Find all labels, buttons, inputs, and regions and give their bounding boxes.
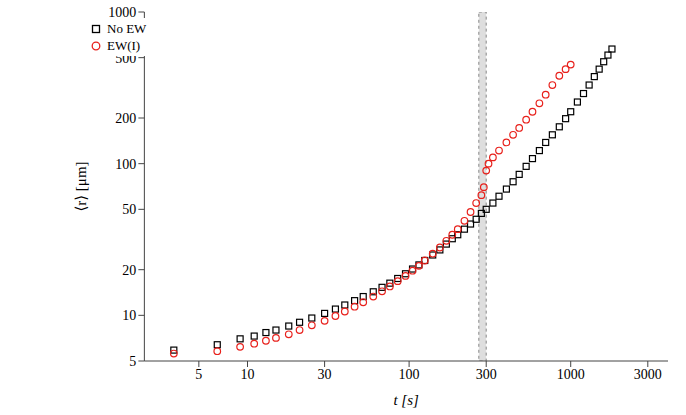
html-text:EW(I): EW(I)	[107, 38, 141, 53]
svg-text:20: 20	[122, 263, 136, 278]
svg-text:1000: 1000	[108, 5, 136, 20]
svg-text:200: 200	[115, 111, 136, 126]
svg-text:100: 100	[115, 157, 136, 172]
svg-text:100: 100	[399, 367, 420, 382]
svg-text:50: 50	[122, 202, 136, 217]
svg-text:30: 30	[318, 367, 332, 382]
svg-text:5: 5	[195, 367, 202, 382]
svg-text:5: 5	[129, 354, 136, 369]
svg-text:10: 10	[241, 367, 255, 382]
svg-text:10: 10	[122, 308, 136, 323]
html-text:No EW: No EW	[107, 21, 147, 36]
svg-text:⟨r⟩ [μm]: ⟨r⟩ [μm]	[73, 161, 89, 211]
svg-text:t [s]: t [s]	[393, 392, 419, 408]
svg-text:3000: 3000	[634, 367, 662, 382]
svg-text:300: 300	[476, 367, 497, 382]
svg-text:1000: 1000	[557, 367, 585, 382]
svg-text:500: 500	[115, 51, 136, 66]
